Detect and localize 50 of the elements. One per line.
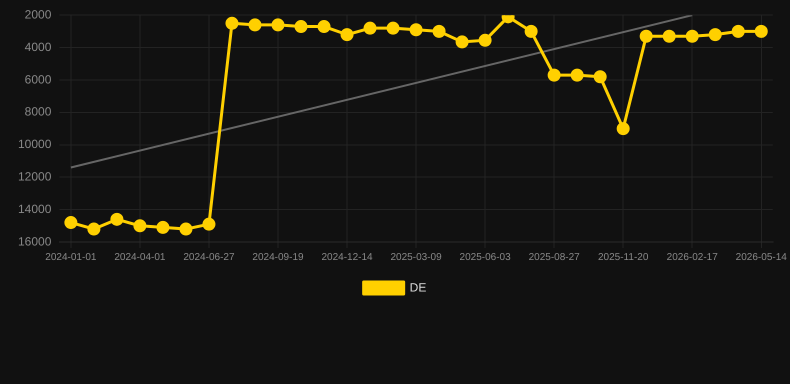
x-tick-label: 2024-12-14 (321, 252, 374, 263)
x-tick-label: 2024-01-01 (45, 252, 97, 263)
point (662, 30, 676, 43)
x-tick-label: 2025-03-09 (390, 252, 442, 263)
x-tick-label: 2024-09-19 (252, 252, 304, 263)
x-tick-label: 2026-05-14 (736, 252, 788, 263)
y-tick-label: 10000 (18, 137, 52, 152)
point (524, 24, 538, 38)
point (156, 220, 170, 234)
legend-label: DE (410, 280, 426, 294)
x-tick-label: 2024-06-27 (183, 252, 235, 263)
point (225, 16, 238, 30)
y-tick-label: 8000 (24, 104, 52, 119)
x-tick-label: 2024-04-01 (114, 252, 166, 263)
point (64, 216, 78, 230)
point (318, 20, 331, 34)
point (640, 30, 653, 43)
point (202, 218, 216, 231)
y-tick-label: 12000 (18, 170, 52, 184)
point (708, 28, 722, 42)
point (478, 34, 492, 47)
point (110, 212, 124, 226)
x-tick-label: 2025-06-03 (460, 252, 512, 263)
point (548, 68, 561, 82)
point (686, 30, 699, 43)
point (340, 28, 354, 42)
y-tick-label: 6000 (24, 72, 52, 86)
point (410, 23, 423, 36)
point (732, 24, 745, 38)
x-tick-label: 2025-08-27 (528, 252, 580, 263)
point (271, 18, 284, 32)
point (432, 24, 446, 38)
point (456, 35, 469, 48)
y-tick-label: 14000 (18, 202, 52, 216)
point (616, 122, 630, 136)
point (133, 219, 146, 232)
point (248, 18, 262, 32)
point (594, 70, 607, 84)
point (754, 24, 768, 38)
point (87, 222, 100, 236)
y-tick-label: 2000 (24, 8, 52, 22)
y-tick-label: 16000 (18, 234, 52, 248)
x-tick-label: 2026-02-17 (666, 252, 718, 263)
point (364, 22, 377, 35)
point (179, 222, 192, 236)
x-tick-label: 2025-11-20 (598, 252, 649, 263)
y-tick-label: 4000 (24, 40, 52, 54)
point (294, 20, 308, 34)
point (386, 22, 400, 35)
point (570, 68, 584, 82)
